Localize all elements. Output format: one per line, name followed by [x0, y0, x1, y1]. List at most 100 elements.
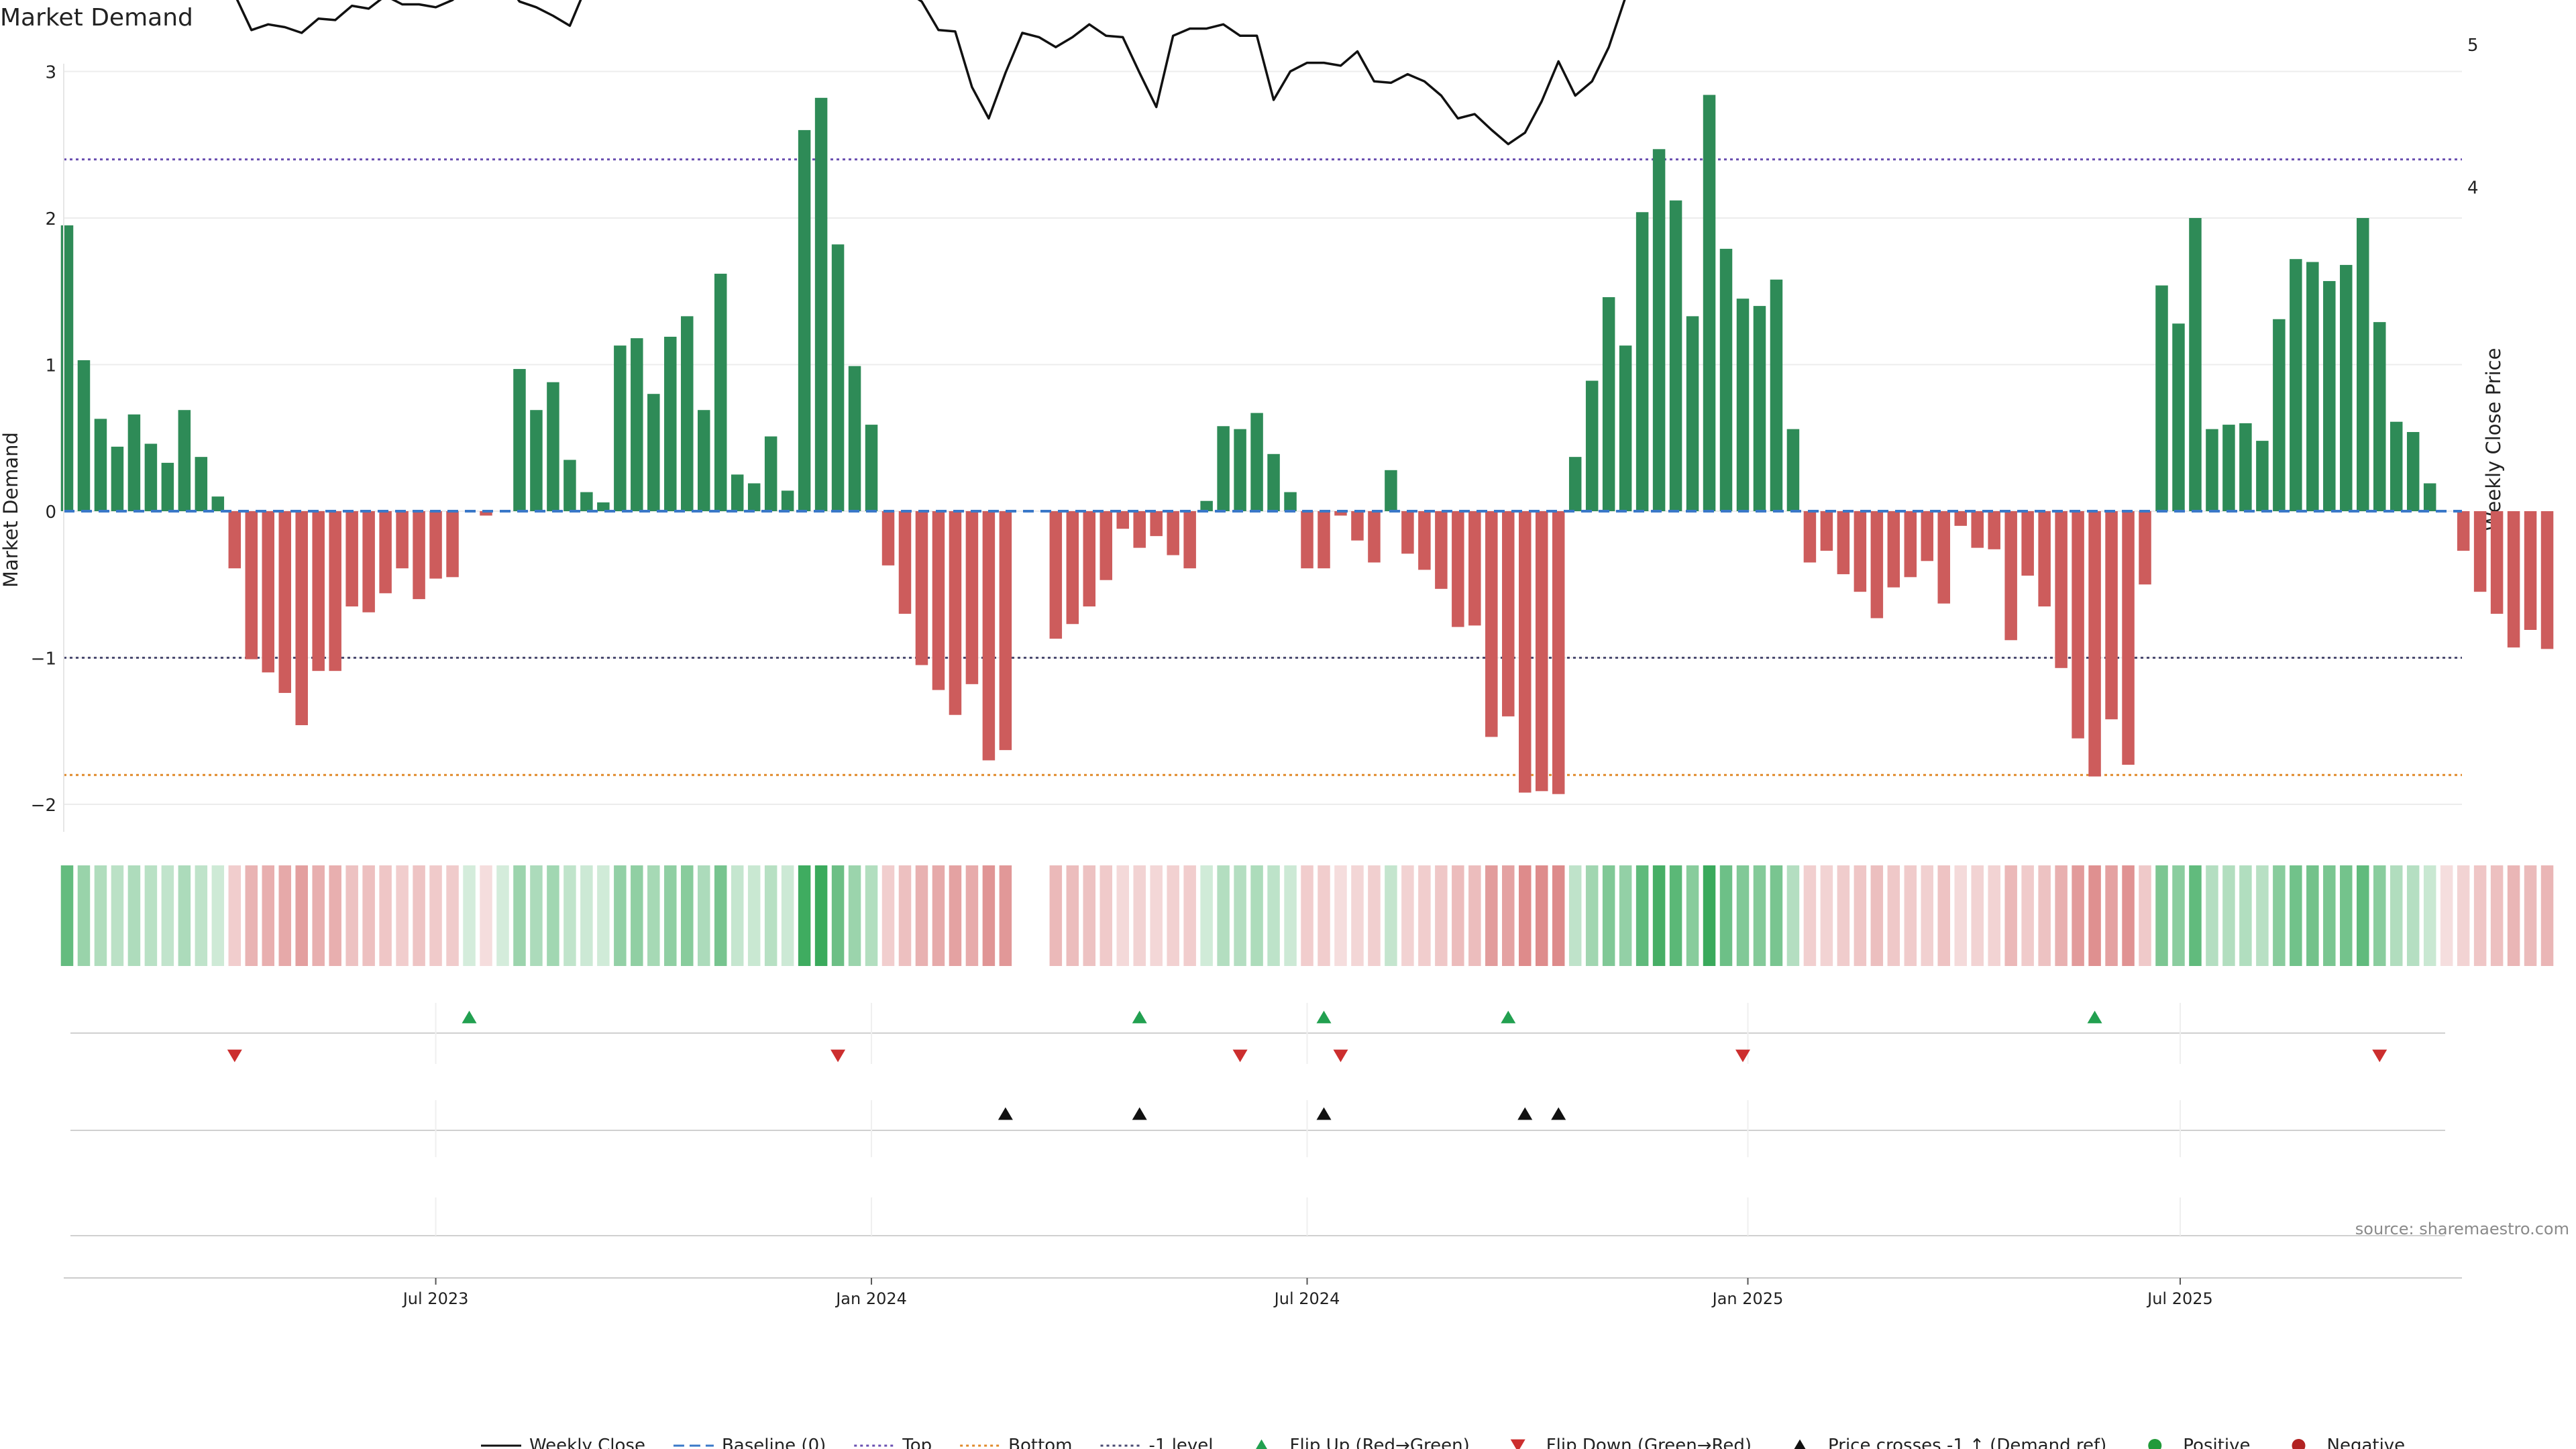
demand-bar [1686, 316, 1699, 511]
strip-cell [278, 865, 291, 966]
demand-bar [329, 511, 341, 671]
strip-cell [496, 865, 509, 966]
demand-bar [580, 492, 593, 511]
strip-cell [949, 865, 962, 966]
strip-cell [1988, 865, 2000, 966]
demand-bar [1938, 511, 1951, 604]
strip-cell [1770, 865, 1783, 966]
strip-cell [2256, 865, 2269, 966]
strip-cell [1368, 865, 1381, 966]
demand-bar [262, 511, 275, 672]
strip-cell [865, 865, 878, 966]
demand-bar [1502, 511, 1515, 716]
strip-cell [1385, 865, 1397, 966]
strip-cell [1904, 865, 1917, 966]
demand-bar [111, 447, 124, 511]
demand-bar [882, 511, 895, 566]
strip-cell [1737, 865, 1750, 966]
x-tick-label: Jul 2025 [2146, 1289, 2213, 1308]
strip-cell [513, 865, 526, 966]
demand-bar [2206, 429, 2218, 511]
flip-down-marker [1233, 1050, 1248, 1063]
demand-bar [2508, 511, 2520, 647]
y-axis-right-ticks: 87654 [2467, 0, 2479, 199]
strip-cell [1720, 865, 1733, 966]
strip-cell [2038, 865, 2051, 966]
legend-label-2: Top [902, 1436, 932, 1449]
demand-bar [1619, 345, 1632, 511]
demand-bar [1183, 511, 1196, 568]
strip-cell [345, 865, 358, 966]
y-tick-label-left: −2 [31, 796, 56, 816]
strip-cell [1485, 865, 1498, 966]
strip-cell [1971, 865, 1984, 966]
demand-bar [396, 511, 409, 568]
strip-cell [2088, 865, 2101, 966]
strip-cell [2306, 865, 2319, 966]
demand-bar [1418, 511, 1431, 570]
strip-cell [212, 865, 225, 966]
demand-bar [2122, 511, 2135, 765]
demand-bar [1536, 511, 1548, 791]
demand-bar [1770, 280, 1783, 511]
strip-cell [782, 865, 794, 966]
legend-label-8: Positive [2183, 1436, 2250, 1449]
demand-bar [1720, 249, 1733, 511]
strip-cell [2155, 865, 2168, 966]
strip-cell [413, 865, 425, 966]
strip-cell [262, 865, 275, 966]
legend-marker-8 [2148, 1439, 2161, 1449]
strip-cell [765, 865, 777, 966]
strip-cell [1133, 865, 1146, 966]
strip-cell [2407, 865, 2420, 966]
flip-down-marker [830, 1050, 845, 1063]
strip-cell [748, 865, 761, 966]
strip-cell [1100, 865, 1113, 966]
demand-bar [2373, 322, 2386, 511]
strip-cell [178, 865, 191, 966]
legend-label-4: -1 level [1149, 1436, 1214, 1449]
demand-bar [1083, 511, 1096, 606]
demand-bar [2222, 425, 2235, 511]
demand-bar [1318, 511, 1330, 568]
strip-cell [2424, 865, 2436, 966]
demand-bar [798, 130, 811, 511]
strip-cell [1150, 865, 1163, 966]
demand-bar [2424, 483, 2436, 511]
demand-bar [2273, 319, 2286, 511]
legend-marker-7 [1792, 1440, 1807, 1449]
demand-bar [195, 457, 208, 511]
strip-cell [78, 865, 91, 966]
demand-bar [1552, 511, 1565, 794]
flip-up-marker [462, 1011, 477, 1024]
demand-bar [1821, 511, 1833, 551]
strip-cell [295, 865, 308, 966]
strip-cell [1670, 865, 1682, 966]
market-demand-chart: Market Demand Market Demand Weekly Close… [0, 0, 2576, 1449]
demand-bar [1603, 297, 1615, 511]
demand-bar [899, 511, 912, 614]
strip-cell [1435, 865, 1448, 966]
demand-bar [2021, 511, 2034, 576]
strip-cell [1167, 865, 1179, 966]
flip-up-marker [1501, 1011, 1515, 1024]
demand-bar [2172, 323, 2185, 511]
strip-cell [614, 865, 627, 966]
demand-bar [312, 511, 325, 671]
strip-cell [1938, 865, 1951, 966]
strip-cell [1536, 865, 1548, 966]
price-cross-marker [1132, 1108, 1147, 1120]
strip-cell [2172, 865, 2185, 966]
demand-bar [1067, 511, 1079, 624]
strip-cell [1921, 865, 1934, 966]
strip-cell [1754, 865, 1766, 966]
demand-bar [1954, 511, 1967, 526]
strip-cell [899, 865, 912, 966]
demand-bar [1200, 501, 1213, 511]
strip-cell [128, 865, 141, 966]
strip-cell [1468, 865, 1481, 966]
demand-bar [1703, 95, 1716, 511]
strip-cell [1954, 865, 1967, 966]
demand-bar [547, 382, 559, 511]
strip-cell [1653, 865, 1666, 966]
